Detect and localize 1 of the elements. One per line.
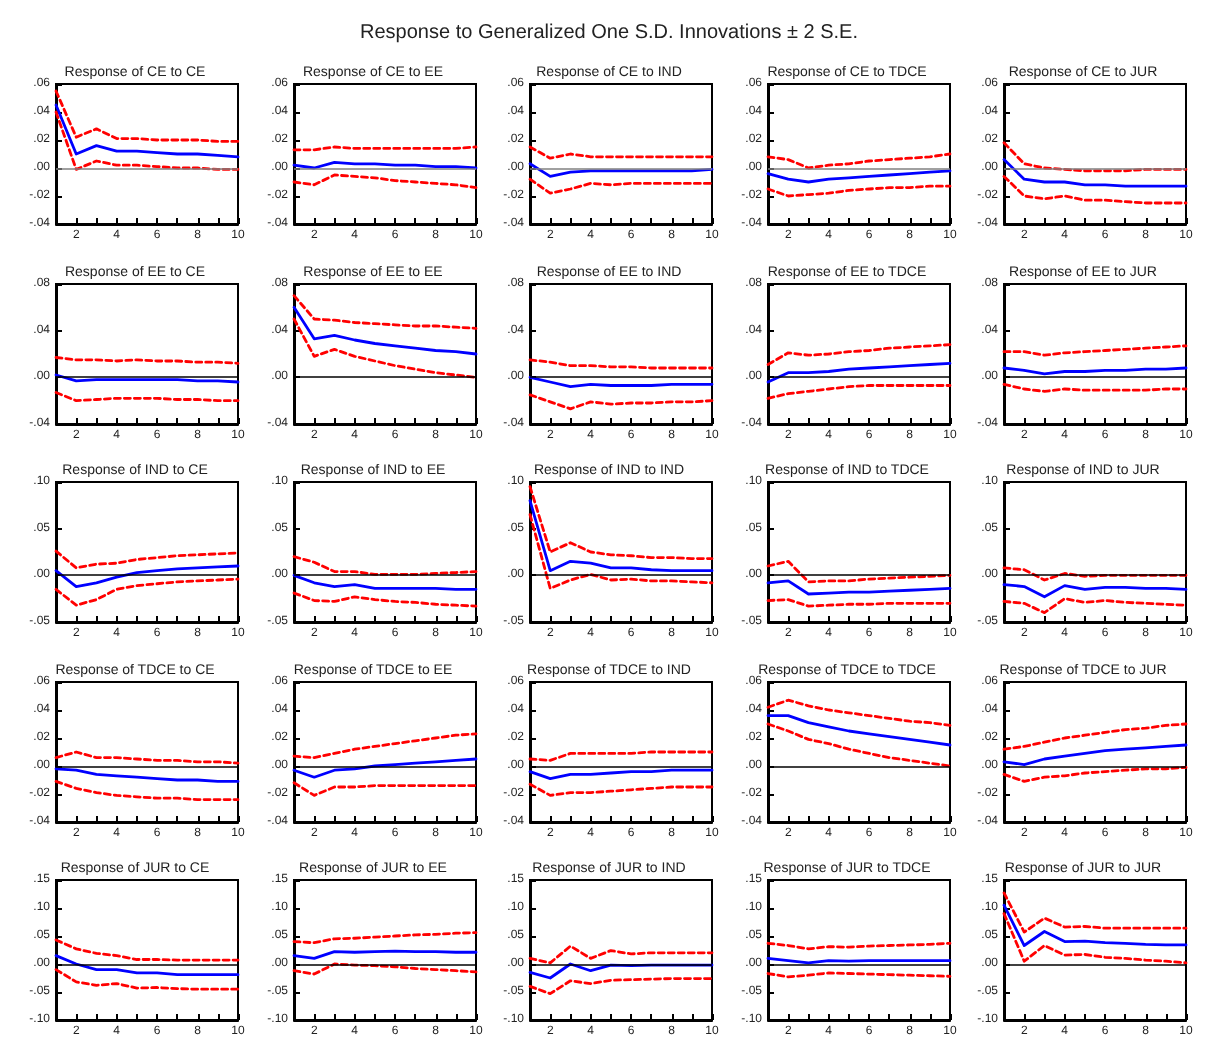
- text: Response to Generalized One S.D. Innovations ± 2 S.E.: [358, 20, 860, 48]
